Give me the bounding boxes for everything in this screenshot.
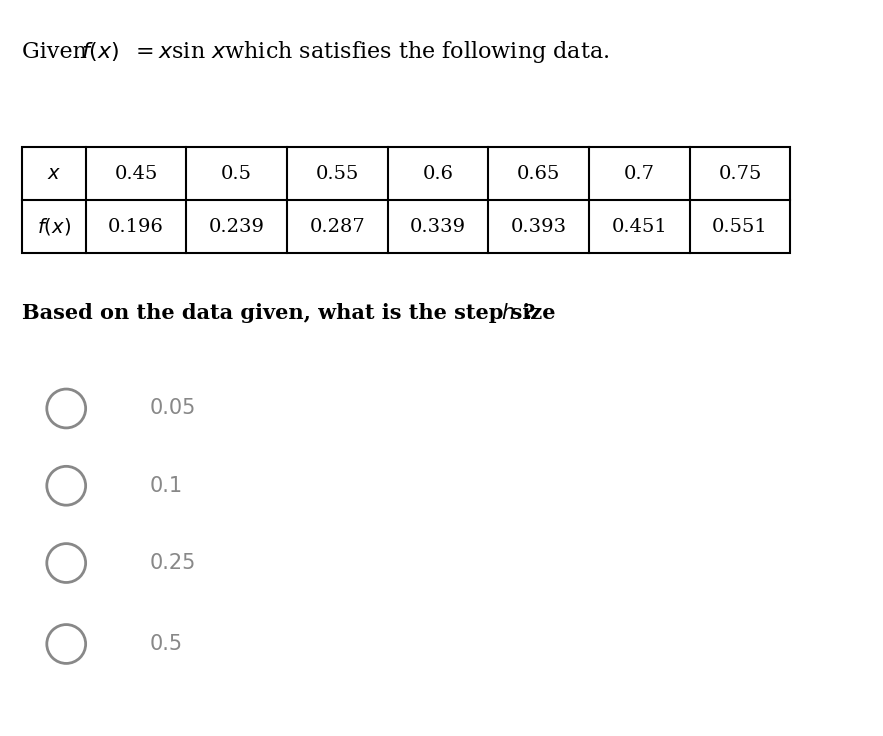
Text: 0.6: 0.6 [422, 165, 454, 183]
Text: 0.5: 0.5 [150, 634, 184, 654]
Text: 0.5: 0.5 [221, 165, 253, 183]
Text: $=$$x$sin $x$which satisfies the following data.: $=$$x$sin $x$which satisfies the followi… [131, 38, 609, 65]
Text: 0.7: 0.7 [623, 165, 655, 183]
Text: Given: Given [22, 40, 94, 63]
Text: 0.1: 0.1 [150, 475, 184, 496]
Text: 0.196: 0.196 [108, 218, 164, 236]
Text: 0.75: 0.75 [718, 165, 762, 183]
Text: 0.239: 0.239 [208, 218, 265, 236]
Text: 0.393: 0.393 [510, 218, 567, 236]
Text: 0.65: 0.65 [517, 165, 561, 183]
Bar [22, 147, 790, 253]
Text: ?: ? [523, 302, 535, 323]
Text: $f(x)$: $f(x)$ [37, 216, 71, 237]
Text: $f(x)$: $f(x)$ [81, 40, 120, 63]
Text: $h$: $h$ [501, 302, 515, 323]
Text: Based on the data given, what is the step size: Based on the data given, what is the ste… [22, 302, 562, 323]
Text: $x$: $x$ [47, 165, 61, 183]
Text: 0.55: 0.55 [315, 165, 359, 183]
Text: 0.25: 0.25 [150, 553, 197, 573]
Text: 0.339: 0.339 [410, 218, 466, 236]
Text: 0.287: 0.287 [309, 218, 366, 236]
Text: 0.45: 0.45 [114, 165, 158, 183]
Text: 0.05: 0.05 [150, 398, 197, 419]
Text: 0.551: 0.551 [712, 218, 768, 236]
Text: 0.451: 0.451 [611, 218, 668, 236]
